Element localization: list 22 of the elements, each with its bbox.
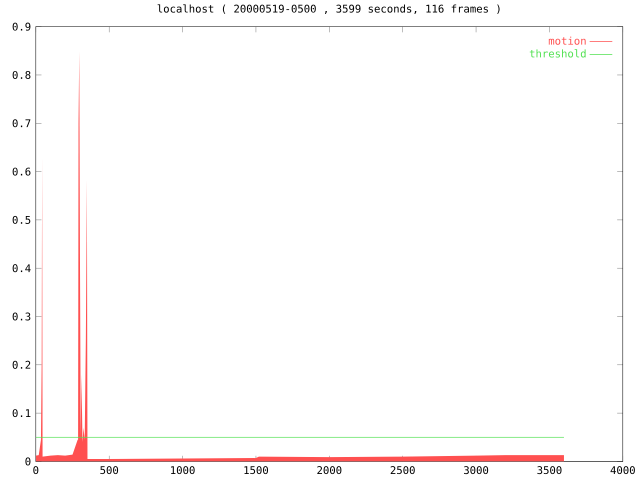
x-tick-label: 3500: [537, 466, 562, 474]
x-tick-label: 3000: [464, 466, 488, 474]
x-tick-label: 2000: [317, 466, 342, 474]
y-tick-label: 0.9: [12, 22, 30, 31]
legend-label: threshold: [530, 49, 586, 58]
y-tick-label: 0: [25, 457, 30, 466]
x-tick-label: 1500: [244, 466, 268, 474]
y-tick-label: 0.8: [12, 70, 30, 79]
y-tick-label: 0.2: [12, 360, 30, 369]
y-tick-label: 0.5: [12, 216, 30, 224]
y-tick-label: 0.1: [12, 408, 30, 417]
y-tick-label: 0.6: [12, 167, 30, 176]
x-tick-label: 500: [100, 466, 118, 474]
x-tick-label: 2500: [390, 466, 415, 474]
x-tick-label: 0: [33, 466, 38, 474]
y-tick-label: 0.3: [12, 312, 30, 320]
y-tick-label: 0.7: [12, 119, 30, 128]
x-tick-label: 1000: [171, 466, 195, 474]
y-tick-label: 0.4: [12, 264, 31, 272]
legend-label: motion: [548, 36, 586, 45]
chart-title: localhost ( 20000519-0500 , 3599 seconds, 116 frames ): [158, 4, 500, 14]
x-tick-label: 4000: [610, 466, 635, 474]
